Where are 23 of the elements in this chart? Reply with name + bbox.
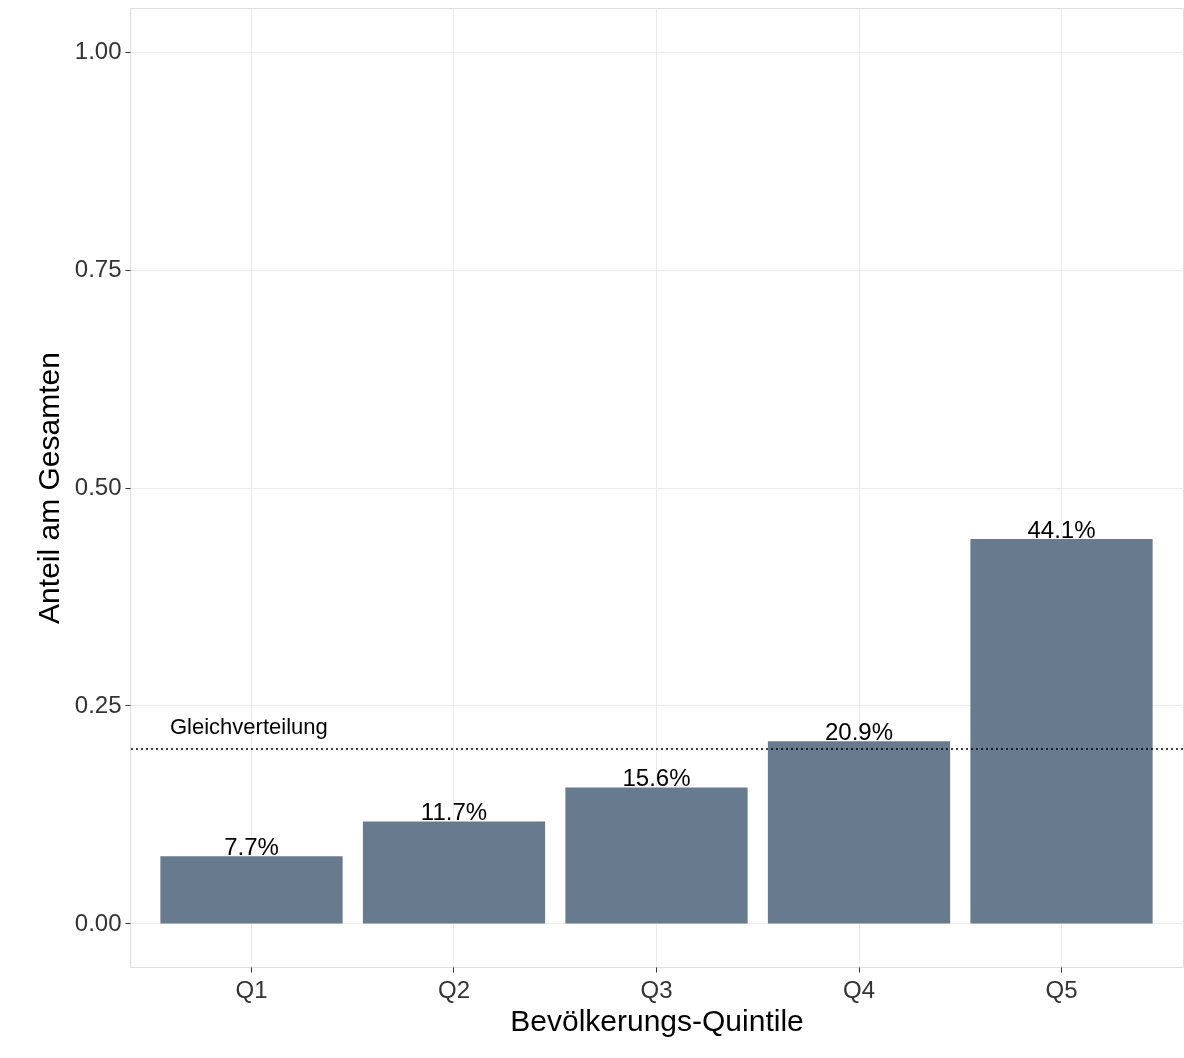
bar: [970, 538, 1153, 924]
data-label: 20.9%: [824, 718, 894, 746]
x-tick-label: Q1: [235, 975, 268, 1003]
y-axis-title: Anteil am Gesamten: [31, 352, 65, 624]
y-tick-label: 0.00: [74, 908, 122, 936]
bar: [767, 741, 951, 924]
x-tick-label: Q2: [437, 975, 471, 1003]
bar: [565, 787, 748, 924]
y-tick-label: 0.50: [74, 473, 122, 500]
x-tick-label: Q5: [1045, 975, 1078, 1003]
y-tick-label: 0.25: [74, 690, 122, 718]
x-tick-label: Q3: [640, 975, 673, 1003]
data-label: 44.1%: [1027, 515, 1096, 543]
data-label: 7.7%: [224, 833, 279, 861]
data-label: 11.7%: [420, 798, 488, 826]
y-tick-label: 0.75: [74, 255, 122, 283]
ref-line-label: Gleichverteilung: [170, 714, 328, 740]
x-tick-label: Q4: [842, 975, 876, 1003]
bar: [362, 821, 546, 924]
x-axis-title: Bevölkerungs-Quintile: [510, 1003, 804, 1037]
data-label: 15.6%: [622, 764, 691, 792]
bar: [160, 856, 343, 924]
y-tick-label: 1.00: [74, 37, 122, 65]
